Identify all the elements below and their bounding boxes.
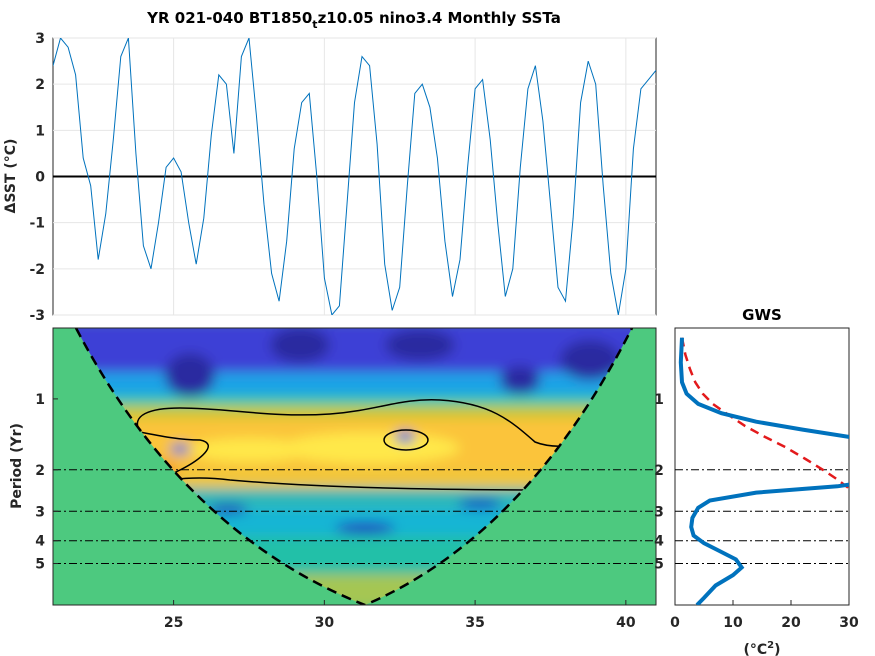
sst-y-tick-label: 0: [35, 170, 45, 186]
sst-y-ticks: -3 -2 -1 0 1 2 3: [29, 31, 45, 324]
wavelet-x-tick-label: 30: [315, 615, 335, 631]
gws-y-ticks: 1 2 3 4 5: [654, 392, 664, 573]
significance-contour-island: [383, 429, 429, 451]
wavelet-plot-area: [52, 327, 657, 606]
wavelet-x-ticks: 25 30 35 40: [164, 600, 636, 631]
coi-boundary: [74, 328, 634, 605]
wavelet-y-tick-label: 3: [35, 504, 45, 520]
wavelet-reference-lines: [53, 469, 656, 565]
gws-x-ticks: 0 10 20 30: [670, 600, 859, 631]
wavelet-y-tick-label: 2: [35, 463, 45, 479]
sst-series-line: [53, 38, 656, 315]
sst-grid: [53, 37, 656, 316]
gws-plot-area: [674, 327, 850, 606]
sst-panel: YR 021-040 BT1850tz10.05 nino3.4 Monthly…: [3, 9, 657, 324]
gws-power-line: [678, 337, 849, 605]
gws-y-tick-label: 2: [654, 463, 664, 479]
wavelet-x-tick-label: 35: [465, 615, 484, 631]
gws-x-tick-label: 0: [670, 615, 680, 631]
gws-y-tick-label: 1: [654, 392, 664, 408]
chart-title: YR 021-040 BT1850tz10.05 nino3.4 Monthly…: [146, 9, 561, 31]
gws-reference-lines: [675, 469, 849, 565]
gws-x-label: (°C2): [743, 640, 780, 656]
wavelet-x-tick-label: 40: [616, 615, 636, 631]
sst-y-tick-label: -3: [29, 308, 45, 324]
sst-y-tick-label: -1: [29, 216, 45, 232]
gws-y-tick-label: 4: [654, 534, 664, 550]
gws-x-tick-label: 10: [723, 615, 743, 631]
wavelet-panel: 25 30 35 40 1 2 3 4 5 Period (Yr): [9, 327, 657, 631]
gws-y-tick-label: 5: [654, 557, 664, 573]
gws-title: GWS: [742, 306, 782, 324]
gws-significance-line: [680, 337, 849, 490]
wavelet-y-ticks: 1 2 3 4 5: [35, 392, 58, 573]
wavelet-x-tick-label: 25: [164, 615, 183, 631]
sst-y-tick-label: 2: [35, 77, 45, 93]
wavelet-y-tick-label: 4: [35, 534, 45, 550]
wavelet-y-tick-label: 5: [35, 557, 45, 573]
sst-y-label: ΔSST (°C): [3, 139, 19, 214]
gws-x-tick-label: 20: [781, 615, 801, 631]
gws-x-tick-label: 30: [839, 615, 859, 631]
sst-y-tick-label: 3: [35, 31, 45, 47]
wavelet-y-tick-label: 1: [35, 392, 45, 408]
sst-y-tick-label: -2: [29, 262, 45, 278]
wavelet-y-label: Period (Yr): [9, 423, 25, 509]
gws-y-tick-label: 3: [654, 504, 664, 520]
sst-y-tick-label: 1: [35, 123, 45, 139]
gws-panel: GWS 0 10 20 30 1 2 3 4 5 (°C2): [654, 306, 859, 656]
